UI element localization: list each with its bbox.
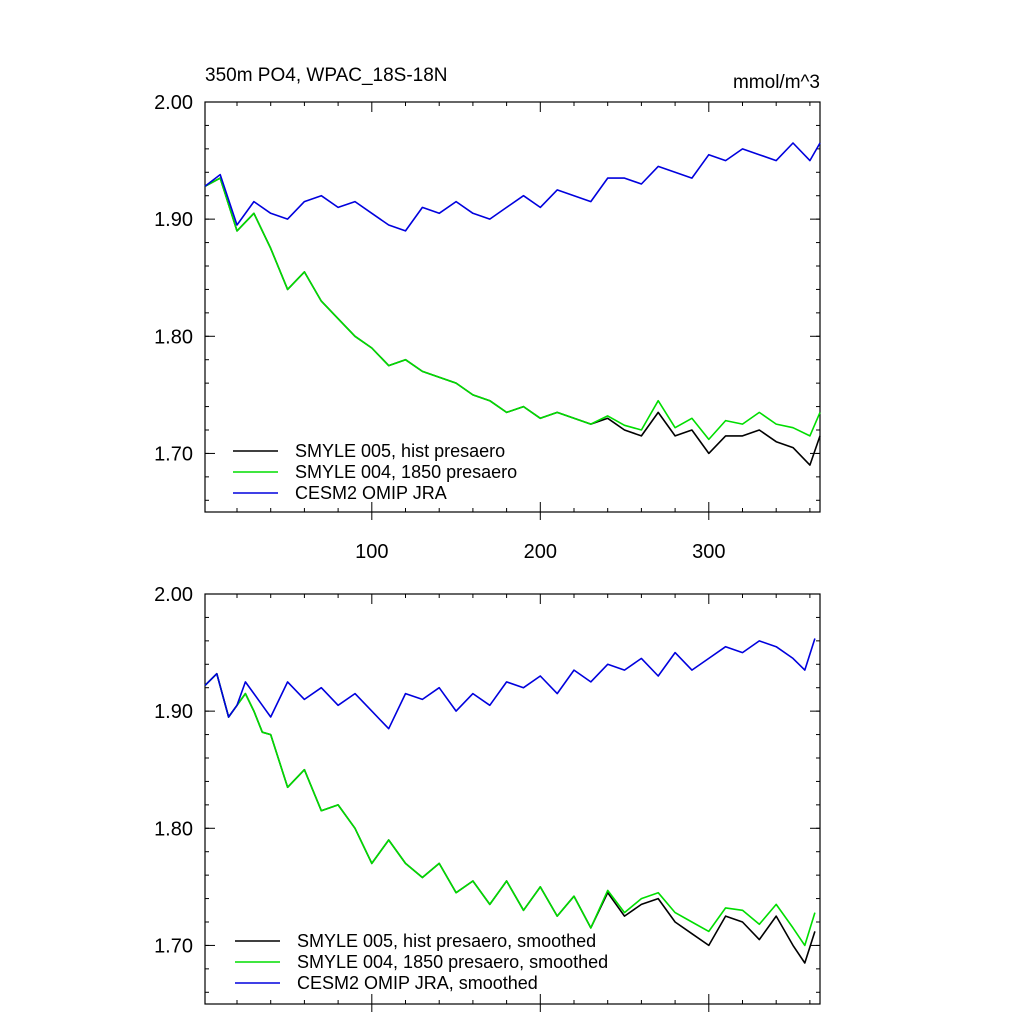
y-tick-label: 1.70 [154,935,193,957]
top-panel: 2.00 1.90 1.80 1.70 100 200 300 350m PO4, WPAC_… [154,65,821,563]
x-tick-label: 300 [692,541,725,563]
legend-label: CESM2 OMIP JRA, smoothed [297,973,538,993]
y-tick-label: 1.90 [154,701,193,723]
chart-title: 350m PO4, WPAC_18S-18N [205,65,448,86]
y-tick-label: 2.00 [154,92,193,114]
units-label: mmol/m^3 [733,72,820,93]
y-tick-label: 1.80 [154,818,193,840]
legend-label: SMYLE 004, 1850 presaero [295,462,517,482]
y-tick-label: 1.80 [154,326,193,348]
x-tick-label: 200 [524,541,557,563]
legend-label: CESM2 OMIP JRA [295,483,447,503]
series-line-1 [204,672,816,947]
series-line-1 [204,177,821,441]
x-tick-label: 100 [355,541,388,563]
legend-label: SMYLE 005, hist presaero, smoothed [297,931,596,951]
bottom-panel: 2.00 1.90 1.80 1.70 SMYLE 005, hist presaero… [154,584,821,1012]
series-line-2 [204,142,821,232]
y-tick-label: 2.00 [154,584,193,606]
y-tick-label: 1.90 [154,209,193,231]
plot-frame [204,101,821,513]
y-tick-label: 1.70 [154,443,193,465]
series-line-2 [204,638,816,730]
legend-label: SMYLE 004, 1850 presaero, smoothed [297,952,608,972]
legend-label: SMYLE 005, hist presaero [295,441,505,461]
series-line-0 [204,177,821,466]
plot-frame [204,593,821,1005]
series-line-0 [204,672,816,964]
